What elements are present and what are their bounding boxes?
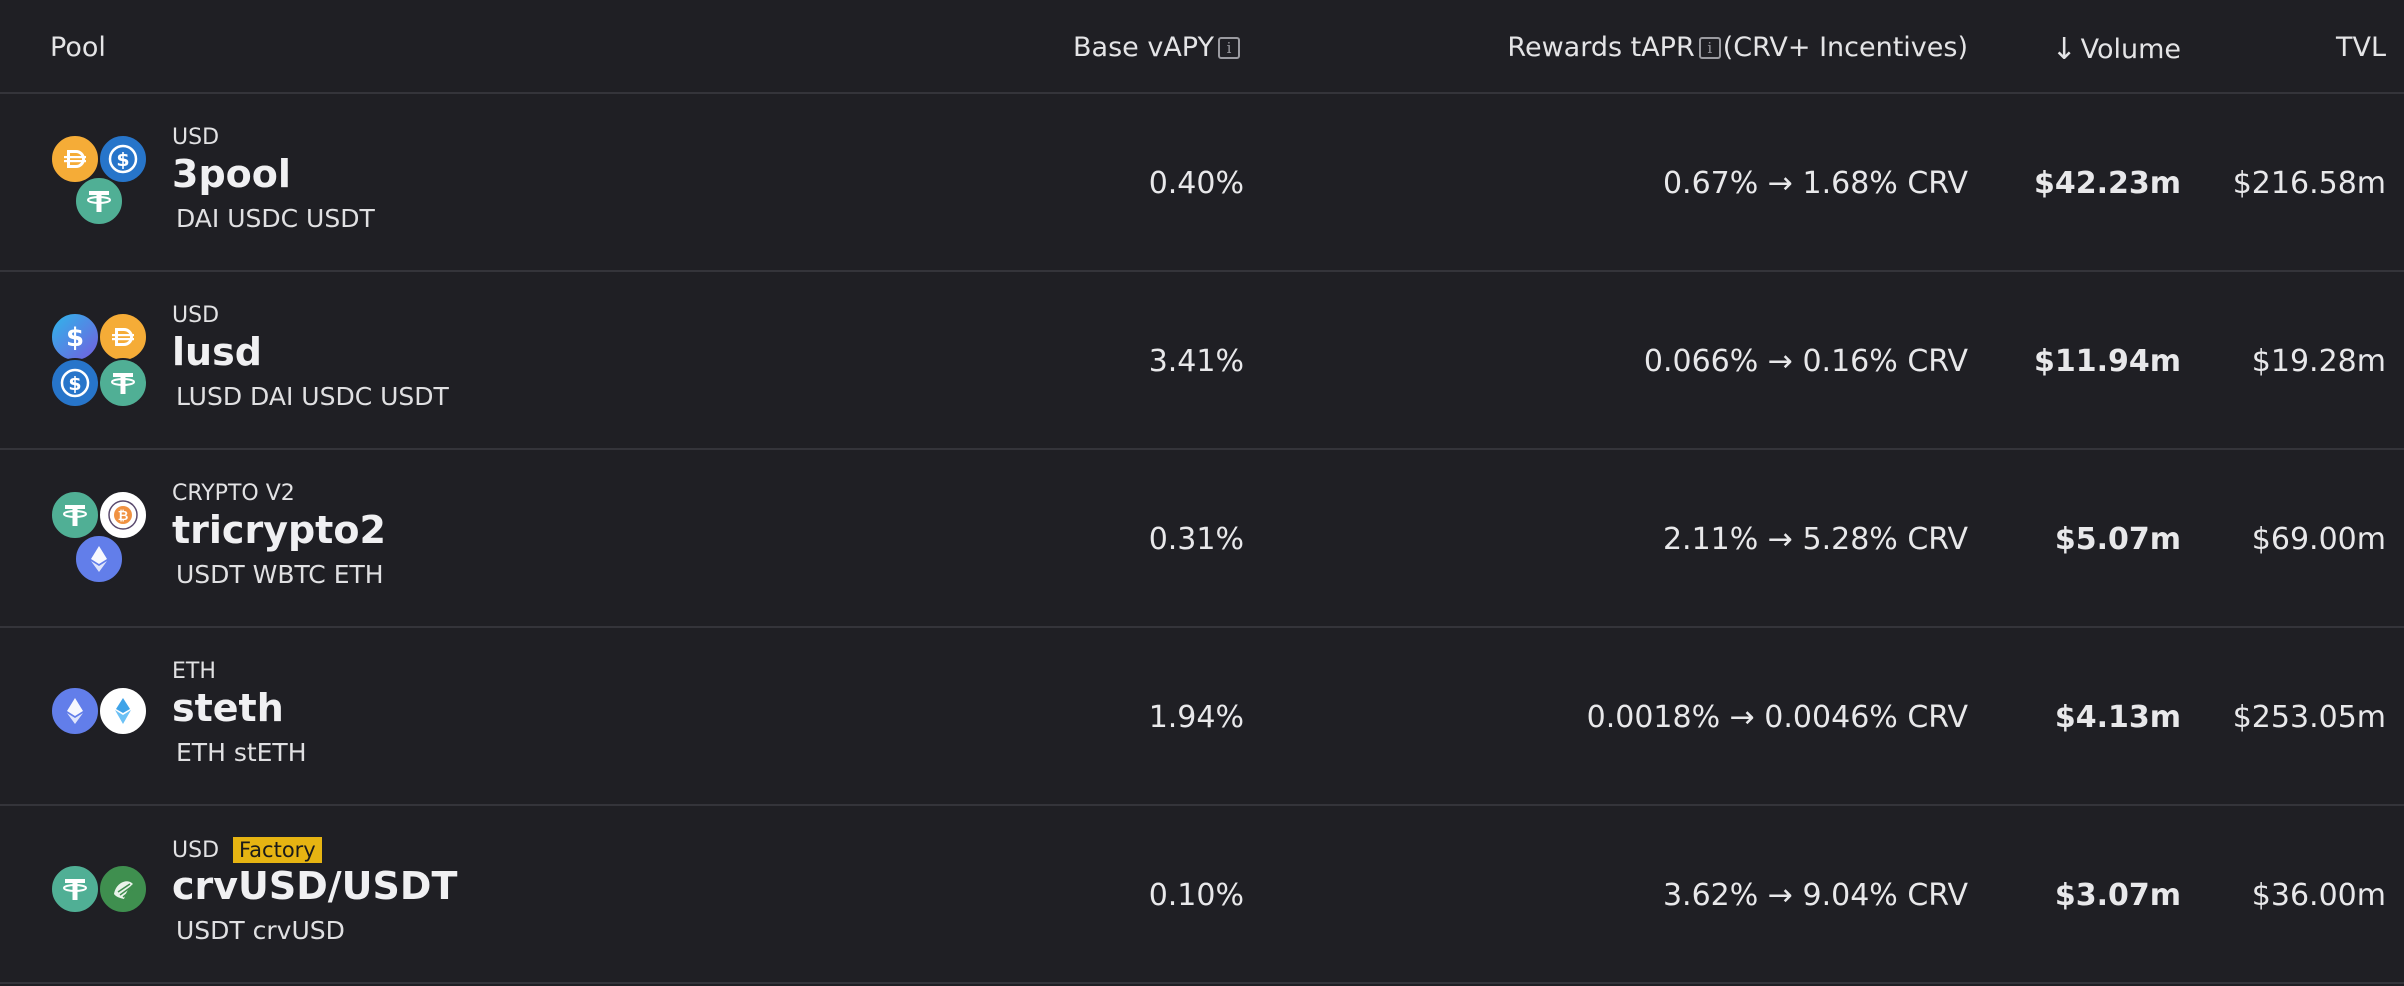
pool-token-icons: $ [50,134,156,234]
lusd-icon: $ [50,312,100,362]
crvusd-icon [98,864,148,914]
svg-text:$: $ [66,323,84,353]
eth-icon [50,686,100,736]
svg-text:$: $ [68,373,81,395]
table-row[interactable]: ETH steth ETH stETH 1.94% 0.0018% → 0.00… [0,628,2404,806]
pool-coins: USDT WBTC ETH [176,560,384,589]
header-base-vapy[interactable]: Base vAPY i [1073,32,1242,63]
pool-name[interactable]: 3pool [172,152,291,196]
table-row[interactable]: $ $ USD lusd LUSD DAI USDC USDT 3.41% 0.… [0,272,2404,450]
info-icon[interactable]: i [1698,36,1721,59]
steth-icon [98,686,148,736]
rewards-tapr-value: 0.066% → 0.16% CRV [1643,344,1968,379]
header-rewards-tapr[interactable]: Rewards tAPR i (CRV+ Incentives) [1507,32,1968,63]
svg-text:₿: ₿ [118,509,129,524]
volume-value: $3.07m [2054,878,2181,913]
volume-value: $4.13m [2054,700,2181,735]
sort-arrow-down-icon: ↓ [2051,32,2077,67]
header-rewards-suffix: (CRV+ Incentives) [1722,32,1968,63]
pool-coins: ETH stETH [176,738,307,767]
pool-token-icons [50,668,156,768]
header-rewards-label: Rewards tAPR [1507,32,1695,63]
table-header: Pool Base vAPY i Rewards tAPR i (CRV+ Incen… [0,0,2404,94]
pool-token-icons: ₿ [50,490,156,590]
eth-icon [74,534,124,584]
pool-category: USD [172,303,220,328]
pool-token-icons [50,846,156,946]
volume-value: $5.07m [2054,522,2181,557]
pool-name[interactable]: crvUSD/USDT [172,864,458,908]
base-vapy-value: 0.31% [1148,522,1244,557]
header-volume[interactable]: ↓ Volume [2051,32,2181,67]
wbtc-icon: ₿ [98,490,148,540]
pool-coins: LUSD DAI USDC USDT [176,382,449,411]
dai-icon [50,134,100,184]
usdt-icon [74,176,124,226]
header-volume-label: Volume [2080,34,2181,65]
table-row[interactable]: ₿ CRYPTO V2 tricrypto2 USDT WBTC ETH 0.3… [0,450,2404,628]
table-row[interactable]: $ USD 3pool DAI USDC USDT 0.40% 0.67% → … [0,94,2404,272]
header-base-vapy-label: Base vAPY [1073,32,1214,63]
dai-icon [98,312,148,362]
pool-name[interactable]: lusd [172,330,262,374]
pool-category: USD [172,125,220,150]
tvl-value: $69.00m [2251,522,2386,557]
rewards-tapr-value: 0.0018% → 0.0046% CRV [1586,700,1968,735]
header-pool[interactable]: Pool [50,32,106,63]
info-icon[interactable]: i [1218,36,1240,59]
pool-name[interactable]: tricrypto2 [172,508,386,552]
usdt-icon [50,490,100,540]
usdc-icon: $ [50,358,100,408]
pool-category: ETH [172,659,216,684]
header-tvl[interactable]: TVL [2335,32,2386,63]
tvl-value: $253.05m [2232,700,2386,735]
tvl-value: $19.28m [2251,344,2386,379]
volume-value: $42.23m [2033,166,2181,201]
usdt-icon [50,864,100,914]
base-vapy-value: 3.41% [1148,344,1244,379]
tvl-value: $216.58m [2232,166,2386,201]
usdt-icon [98,358,148,408]
base-vapy-value: 1.94% [1148,700,1244,735]
factory-badge: Factory [233,837,322,863]
base-vapy-value: 0.40% [1148,166,1244,201]
rewards-tapr-value: 2.11% → 5.28% CRV [1662,522,1968,557]
pool-coins: DAI USDC USDT [176,204,375,233]
pool-coins: USDT crvUSD [176,916,345,945]
svg-text:$: $ [116,149,129,171]
rewards-tapr-value: 3.62% → 9.04% CRV [1662,878,1968,913]
pool-token-icons: $ $ [50,312,156,412]
pool-category: USD Factory [172,837,322,863]
usdc-icon: $ [98,134,148,184]
volume-value: $11.94m [2033,344,2181,379]
table-row[interactable]: USD Factory crvUSD/USDT USDT crvUSD 0.10… [0,806,2404,984]
tvl-value: $36.00m [2251,878,2386,913]
pool-category: CRYPTO V2 [172,481,295,506]
pool-name[interactable]: steth [172,686,284,730]
rewards-tapr-value: 0.67% → 1.68% CRV [1662,166,1968,201]
base-vapy-value: 0.10% [1148,878,1244,913]
